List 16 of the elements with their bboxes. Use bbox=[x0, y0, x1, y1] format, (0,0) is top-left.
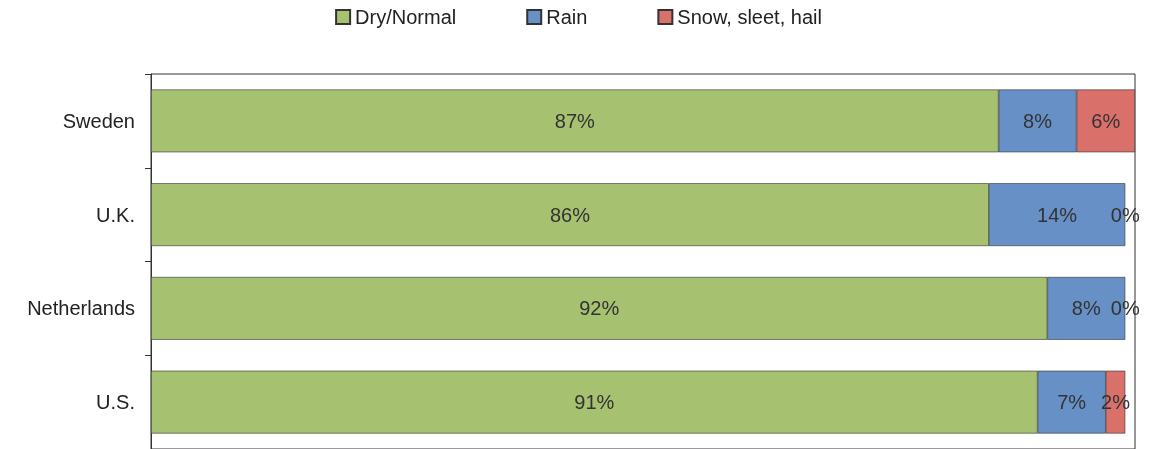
data-label: 92% bbox=[579, 297, 620, 320]
y-tick-label: Sweden bbox=[62, 109, 135, 132]
y-tick-label: U.S. bbox=[96, 391, 135, 414]
data-label: 87% bbox=[554, 109, 596, 132]
y-tick-label: Netherlands bbox=[27, 297, 135, 320]
data-label: 6% bbox=[1091, 109, 1121, 132]
legend-label: Snow, sleet, hail bbox=[677, 6, 822, 28]
data-label: 8% bbox=[1071, 297, 1101, 320]
y-tick-label: U.K. bbox=[96, 203, 135, 226]
legend-label: Rain bbox=[546, 6, 588, 28]
data-label: 8% bbox=[1023, 109, 1053, 132]
data-label: 14% bbox=[1037, 203, 1078, 226]
data-label: 86% bbox=[549, 203, 591, 226]
data-label: 7% bbox=[1057, 391, 1087, 414]
legend-label: Dry/Normal bbox=[355, 6, 457, 28]
data-label: 91% bbox=[574, 391, 615, 414]
